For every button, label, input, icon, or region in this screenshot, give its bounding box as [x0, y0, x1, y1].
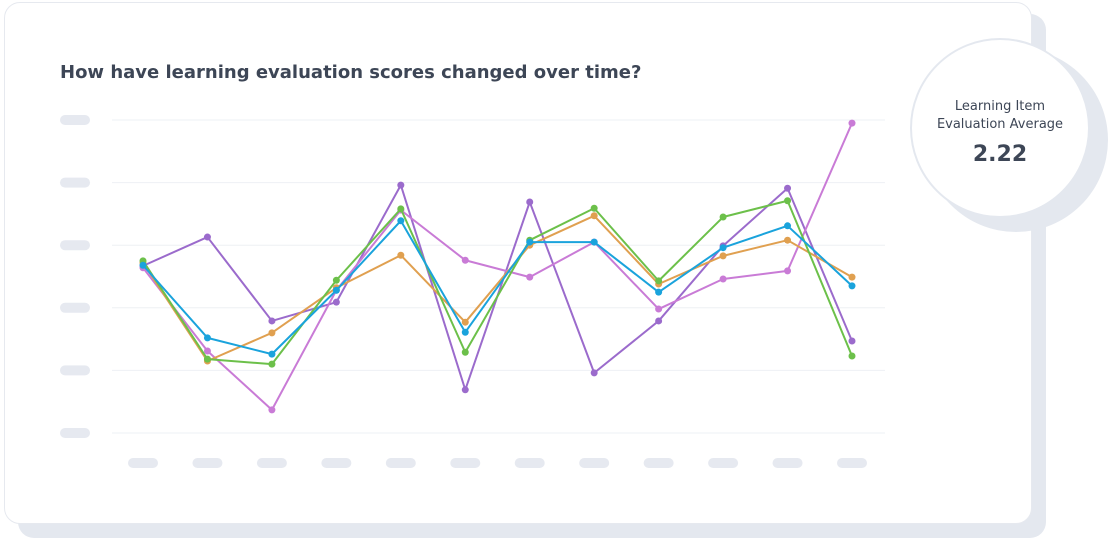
y-tick-placeholder — [60, 177, 90, 188]
data-point — [397, 205, 405, 213]
data-point — [848, 119, 856, 127]
data-point — [397, 181, 405, 189]
data-point — [590, 212, 598, 220]
x-tick-placeholder — [256, 458, 287, 468]
y-tick-placeholder — [60, 365, 90, 376]
data-point — [848, 352, 856, 360]
data-point — [590, 204, 598, 212]
x-tick-placeholder — [643, 458, 674, 468]
kpi-card: Learning Item Evaluation Average 2.22 — [910, 38, 1090, 218]
data-point — [461, 328, 469, 336]
x-tick-placeholder — [128, 458, 158, 468]
data-point — [203, 355, 211, 363]
chart-title: How have learning evaluation scores chan… — [60, 62, 642, 83]
data-point — [655, 277, 663, 285]
x-tick-placeholder — [514, 458, 545, 468]
data-point — [332, 286, 340, 294]
data-point — [203, 347, 211, 355]
x-tick-placeholder — [321, 458, 352, 468]
x-tick-placeholder — [192, 458, 223, 468]
y-tick-placeholder — [60, 115, 90, 125]
chart-card — [4, 2, 1032, 524]
data-point — [268, 406, 276, 414]
data-point — [784, 267, 792, 275]
data-point — [848, 337, 856, 345]
data-point — [526, 198, 534, 206]
data-point — [590, 238, 598, 246]
x-tick-placeholder — [450, 458, 481, 468]
data-point — [139, 261, 147, 269]
x-tick-placeholder — [772, 458, 803, 468]
data-point — [268, 360, 276, 368]
data-point — [461, 386, 469, 394]
x-tick-placeholder — [837, 458, 867, 468]
x-tick-placeholder — [708, 458, 739, 468]
data-point — [461, 348, 469, 356]
data-point — [203, 334, 211, 342]
data-point — [397, 251, 405, 259]
data-point — [848, 282, 856, 290]
data-point — [655, 317, 663, 325]
data-point — [526, 273, 534, 281]
series-line — [142, 214, 853, 363]
data-point — [203, 233, 211, 241]
data-point — [848, 273, 856, 281]
data-point — [526, 238, 534, 246]
data-point — [784, 222, 792, 230]
data-point — [268, 329, 276, 337]
data-point — [719, 244, 727, 252]
data-point — [590, 369, 598, 377]
y-tick-placeholder — [60, 302, 90, 313]
data-point — [332, 298, 340, 306]
series-line — [142, 199, 853, 366]
data-point — [397, 217, 405, 225]
y-tick-placeholder — [60, 240, 90, 251]
series-line — [142, 122, 853, 411]
kpi-value: 2.22 — [972, 142, 1028, 167]
data-point — [784, 236, 792, 244]
data-point — [655, 305, 663, 313]
data-point — [268, 350, 276, 358]
data-point — [461, 318, 469, 326]
data-point — [461, 256, 469, 264]
data-point — [719, 252, 727, 260]
series-line — [142, 219, 853, 356]
data-point — [332, 276, 340, 284]
data-point — [719, 275, 727, 283]
x-tick-placeholder — [385, 458, 416, 468]
data-point — [655, 288, 663, 296]
data-point — [784, 197, 792, 205]
data-point — [268, 317, 276, 325]
data-point — [784, 184, 792, 192]
y-tick-placeholder — [60, 428, 90, 438]
data-point — [719, 213, 727, 221]
x-tick-placeholder — [579, 458, 610, 468]
kpi-label: Learning Item Evaluation Average — [936, 99, 1064, 132]
